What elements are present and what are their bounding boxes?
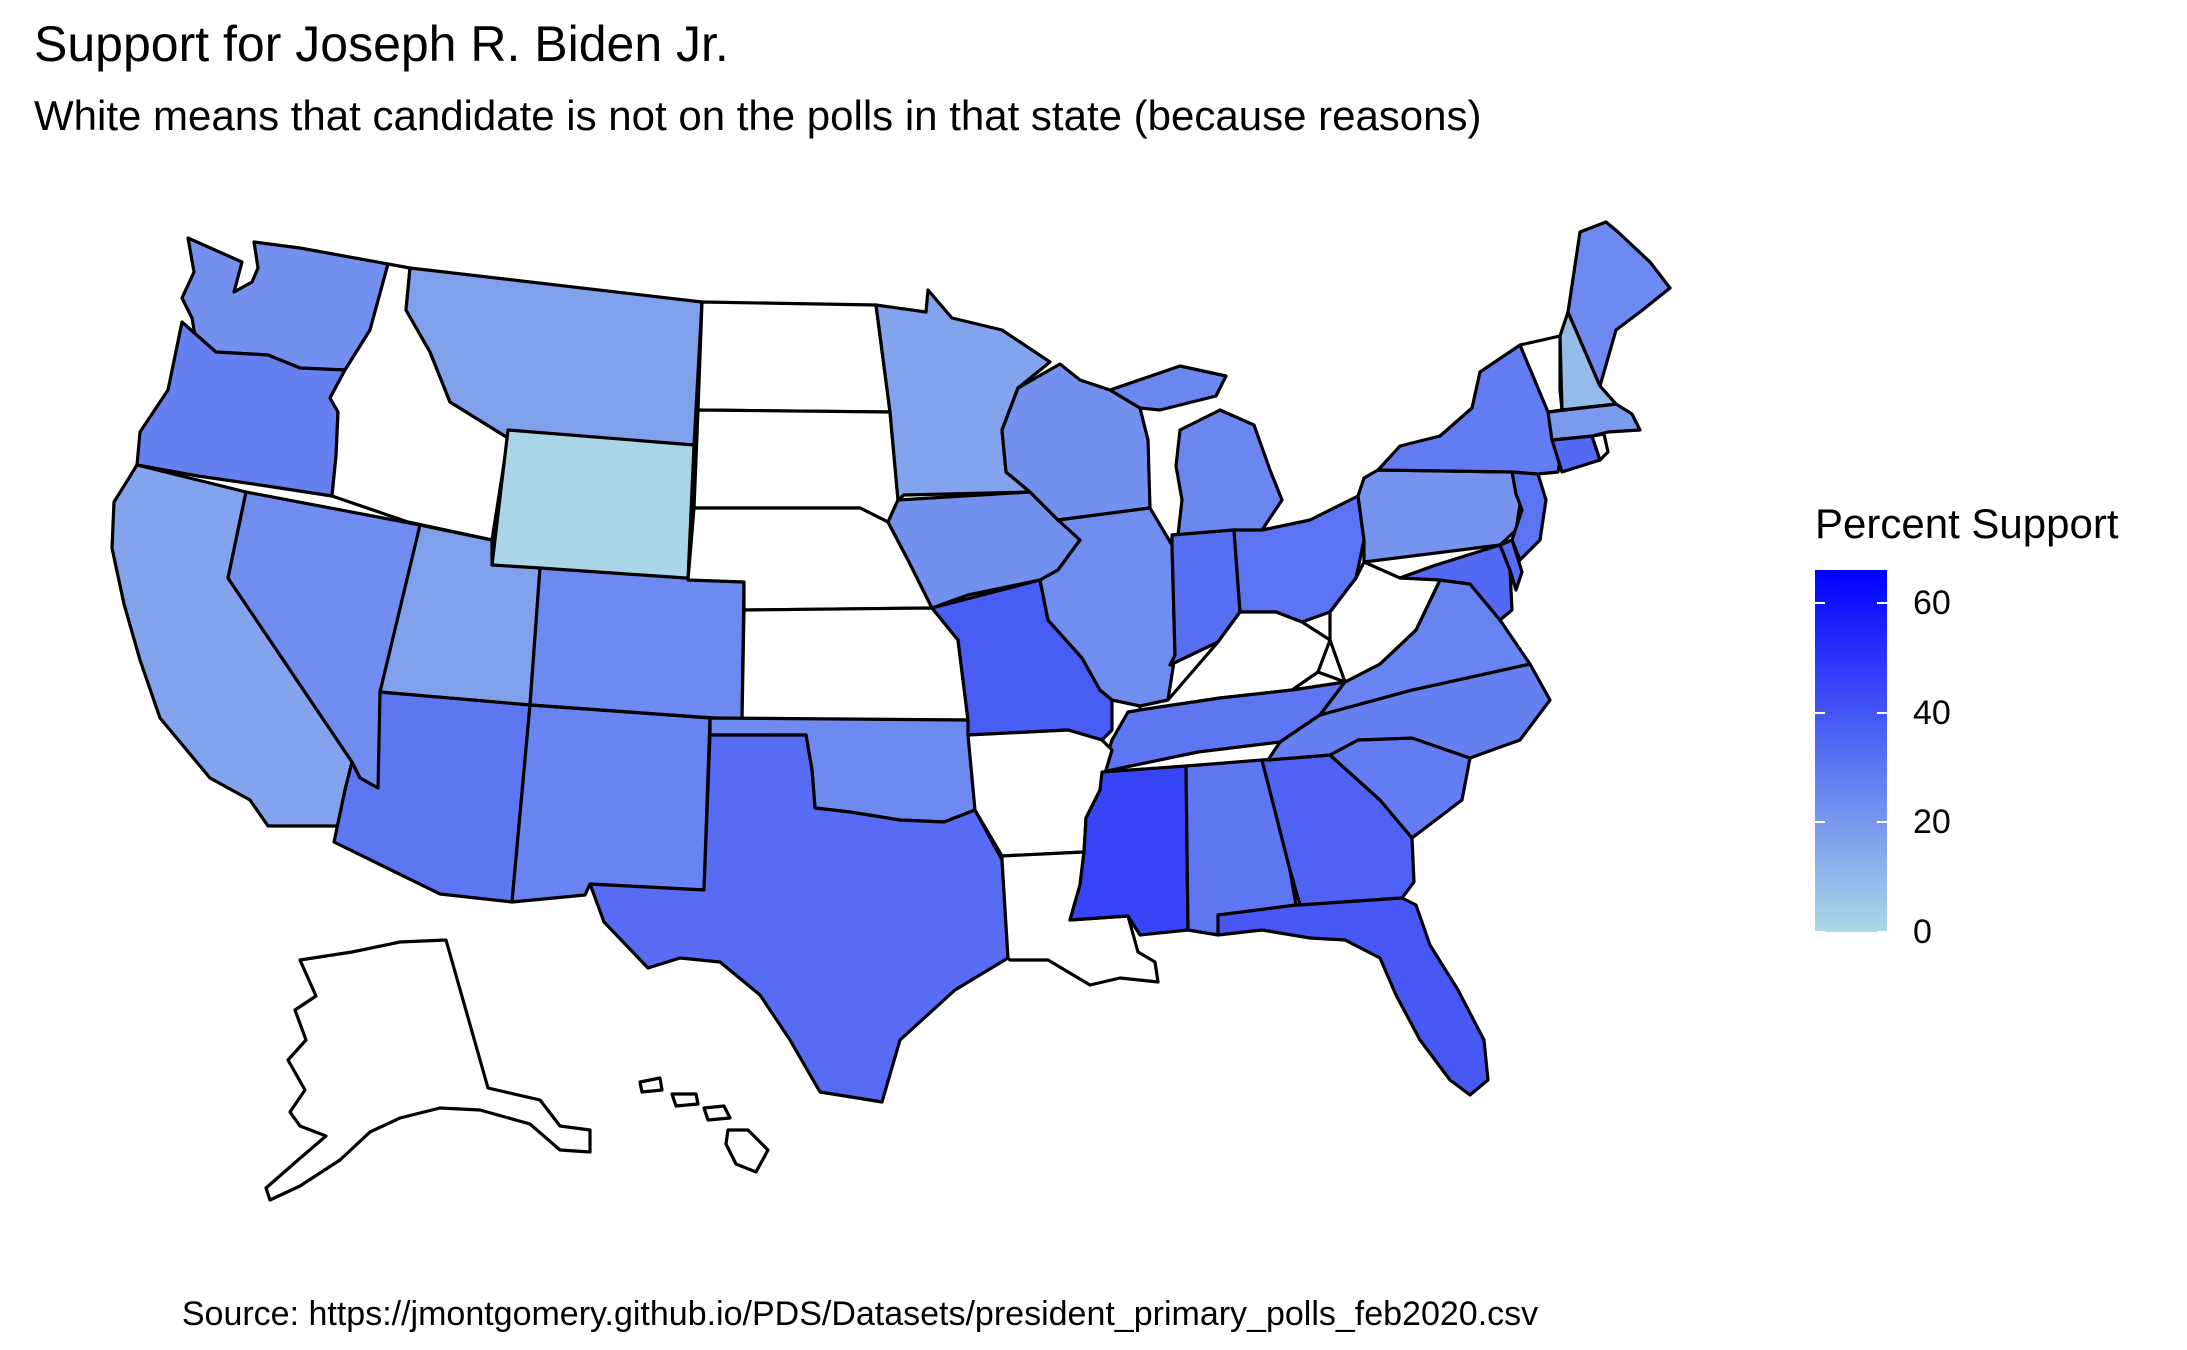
state-north-dakota xyxy=(696,300,892,414)
state-pennsylvania xyxy=(1356,468,1524,564)
state-wyoming xyxy=(490,428,696,582)
legend-tick-mark xyxy=(1815,931,1825,933)
state-new-jersey xyxy=(1510,470,1548,562)
legend-tick-label: 0 xyxy=(1913,913,1932,951)
legend-tick-label: 40 xyxy=(1913,693,1951,732)
state-new-mexico xyxy=(510,703,712,904)
legend-tick-mark xyxy=(1877,711,1887,714)
state-south-dakota xyxy=(692,408,900,524)
legend-tick-label: 60 xyxy=(1913,583,1951,622)
state-texas xyxy=(588,733,1010,1104)
state-colorado xyxy=(528,566,746,722)
state-maine xyxy=(1566,220,1672,388)
legend-color-bar xyxy=(1815,570,1887,932)
state-wisconsin xyxy=(1000,362,1152,522)
state-alaska xyxy=(264,938,592,1202)
state-kansas xyxy=(740,606,970,722)
state-massachusetts xyxy=(1546,402,1642,442)
chart-title: Support for Joseph R. Biden Jr. xyxy=(34,16,729,72)
legend-tick-mark xyxy=(1815,601,1825,604)
state-florida xyxy=(1216,896,1490,1097)
chart-subtitle: White means that candidate is not on the… xyxy=(34,92,1482,139)
legend-tick-mark xyxy=(1815,711,1825,714)
legend-tick-label: 20 xyxy=(1913,803,1951,842)
legend-tick-mark xyxy=(1877,601,1887,604)
legend-tick-mark xyxy=(1877,931,1887,933)
state-hawaii xyxy=(638,1076,770,1174)
state-maryland xyxy=(1398,543,1514,622)
legend-title: Percent Support xyxy=(1815,500,2119,547)
legend-tick-mark xyxy=(1815,821,1825,824)
source-caption: Source: https://jmontgomery.github.io/PD… xyxy=(181,1295,1539,1333)
state-delaware xyxy=(1498,538,1524,592)
legend-tick-mark xyxy=(1877,821,1887,824)
state-michigan xyxy=(1108,364,1284,537)
